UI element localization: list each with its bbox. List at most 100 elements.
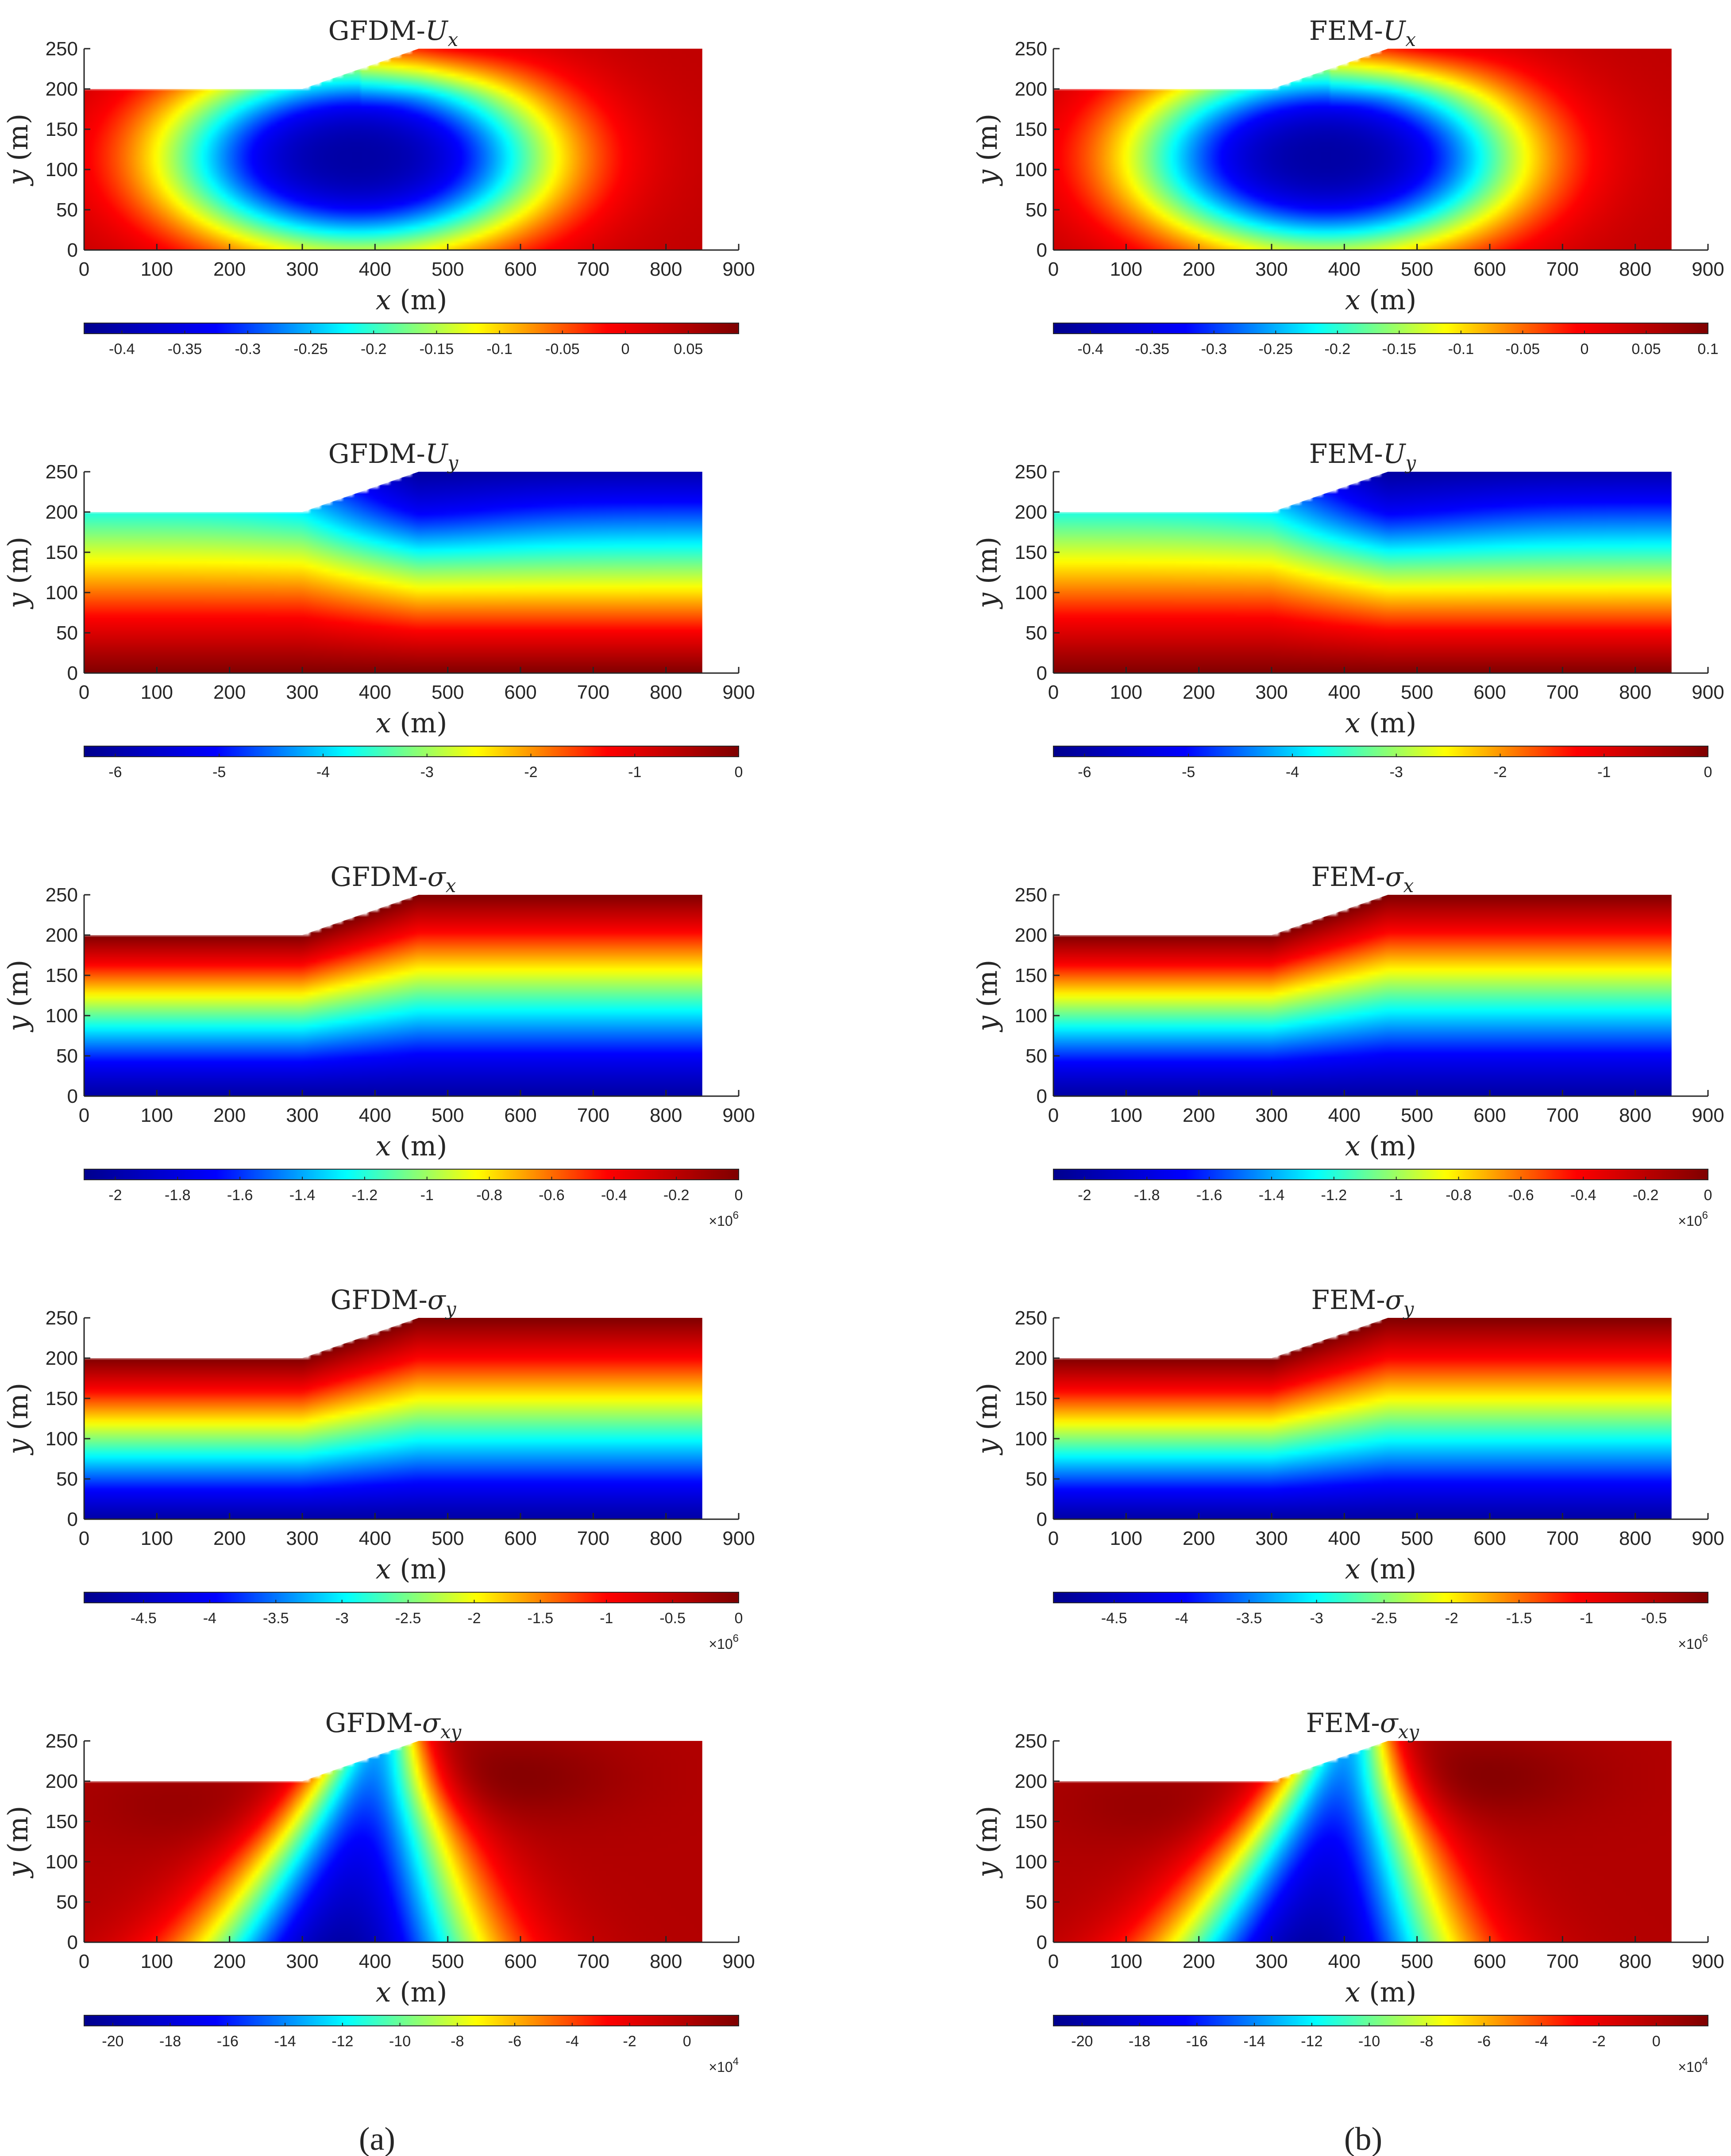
y-tick-label: 150 (46, 119, 78, 140)
y-tick-label: 100 (46, 159, 78, 181)
colorbar-tick-label: -1.8 (165, 1187, 191, 1204)
x-tick-label: 800 (650, 681, 682, 703)
x-tick-label: 300 (286, 1528, 318, 1549)
colorbar-tick-label: -0.25 (293, 341, 328, 358)
y-tick-label: 50 (56, 1045, 78, 1067)
x-tick-label: 200 (1183, 1105, 1215, 1126)
x-tick-label: 500 (432, 681, 464, 703)
colorbar (1053, 323, 1708, 334)
x-tick-label: 100 (141, 1951, 173, 1972)
x-tick-label: 700 (1546, 258, 1579, 280)
colorbar-tick-label: -0.05 (1506, 341, 1540, 358)
colorbar-tick-label: -0.8 (476, 1187, 502, 1204)
colorbar-tick-label: -3 (1310, 1610, 1323, 1627)
x-tick-label: 600 (1473, 1528, 1506, 1549)
y-tick-label: 100 (46, 582, 78, 604)
x-tick-label: 0 (1048, 1105, 1059, 1126)
colorbar-frame (84, 323, 739, 334)
colorbar-tick-label: -0.1 (486, 341, 513, 358)
x-tick-label: 400 (359, 1105, 391, 1126)
colorbar-frame (84, 2015, 739, 2026)
y-tick-label: 200 (46, 1771, 78, 1792)
colorbar-tick-label: -2 (1493, 764, 1507, 781)
y-tick-label: 0 (1037, 1086, 1047, 1107)
x-tick-label: 600 (504, 258, 536, 280)
colorbar-tick-label: -12 (332, 2033, 353, 2050)
chart-title: FEM-Uy (1309, 439, 1417, 474)
x-tick-label: 200 (1183, 1951, 1215, 1972)
colorbar-tick-label: -4.5 (131, 1610, 157, 1627)
colorbar-tick-label: -2 (1592, 2033, 1605, 2050)
y-tick-label: 50 (1025, 1045, 1047, 1067)
colorbar-tick-label: 0 (1652, 2033, 1661, 2050)
x-tick-label: 900 (722, 1105, 755, 1126)
x-tick-label: 0 (1048, 1528, 1059, 1549)
y-tick-label: 100 (1015, 582, 1047, 604)
x-tick-label: 0 (79, 1951, 89, 1972)
x-tick-label: 0 (79, 681, 89, 703)
colorbar (84, 746, 739, 757)
heatmap-field (1053, 472, 1672, 673)
x-tick-label: 100 (1110, 258, 1142, 280)
y-tick-label: 50 (56, 1891, 78, 1913)
x-tick-label: 100 (141, 1105, 173, 1126)
colorbar-tick-label: -8 (451, 2033, 464, 2050)
x-tick-label: 700 (1546, 1951, 1579, 1972)
y-tick-label: 250 (1015, 884, 1047, 906)
x-axis-label: x (m) (1345, 1130, 1417, 1162)
x-tick-label: 300 (1255, 1528, 1288, 1549)
colorbar-tick-label: -0.35 (168, 341, 202, 358)
colorbar-tick-label: -0.25 (1259, 341, 1293, 358)
x-tick-label: 100 (141, 1528, 173, 1549)
x-tick-label: 800 (650, 1105, 682, 1126)
x-tick-label: 700 (1546, 1105, 1579, 1126)
colorbar-exponent: ×106 (1678, 1632, 1708, 1652)
y-tick-label: 250 (1015, 461, 1047, 483)
y-axis-label: y (m) (2, 1383, 34, 1456)
colorbar-tick-label: -1.4 (289, 1187, 316, 1204)
panel-label-a: (a) (359, 2121, 395, 2156)
colorbar-tick-label: -1 (420, 1187, 434, 1204)
x-tick-label: 600 (504, 1528, 536, 1549)
x-tick-label: 200 (213, 1105, 246, 1126)
y-tick-label: 200 (1015, 924, 1047, 946)
colorbar-tick-label: -0.15 (1382, 341, 1417, 358)
x-tick-label: 600 (504, 681, 536, 703)
y-tick-label: 100 (1015, 1005, 1047, 1027)
colorbar-tick-label: -0.5 (659, 1610, 686, 1627)
y-tick-label: 0 (1037, 239, 1047, 261)
x-tick-label: 100 (1110, 1951, 1142, 1972)
x-tick-label: 300 (286, 681, 318, 703)
chart-b-Uy: 0 100 200 300 400 500 600 700 800 900 0 50 100 150 200… (971, 439, 1724, 781)
x-tick-label: 100 (141, 258, 173, 280)
colorbar-tick-label: -0.2 (361, 341, 387, 358)
x-tick-label: 800 (650, 1528, 682, 1549)
x-tick-label: 900 (1692, 1951, 1724, 1972)
x-tick-label: 600 (504, 1105, 536, 1126)
x-tick-label: 900 (722, 1528, 755, 1549)
y-axis-label: y (m) (2, 537, 34, 610)
y-tick-label: 50 (1025, 622, 1047, 644)
x-tick-label: 200 (213, 1528, 246, 1549)
chart-a-sx: 0 100 200 300 400 500 600 700 800 900 0 50 100 150 200… (2, 862, 755, 1229)
colorbar-exponent: ×106 (1678, 1209, 1708, 1229)
x-tick-label: 100 (141, 681, 173, 703)
x-tick-label: 400 (359, 1951, 391, 1972)
colorbar-tick-label: -6 (508, 2033, 521, 2050)
y-tick-label: 100 (46, 1428, 78, 1450)
colorbar-tick-label: -3 (1390, 764, 1403, 781)
y-tick-label: 250 (1015, 38, 1047, 60)
colorbar-tick-label: -4 (566, 2033, 579, 2050)
y-tick-label: 50 (56, 199, 78, 221)
colorbar-tick-label: -2.5 (395, 1610, 421, 1627)
colorbar-tick-label: -1 (1390, 1187, 1403, 1204)
colorbar-tick-label: -2 (108, 1187, 122, 1204)
x-tick-label: 900 (722, 1951, 755, 1972)
colorbar-tick-label: -0.15 (420, 341, 454, 358)
chart-title: FEM-Ux (1309, 15, 1416, 50)
colorbar-tick-label: -1.5 (528, 1610, 554, 1627)
colorbar (84, 1592, 739, 1603)
y-tick-label: 250 (1015, 1730, 1047, 1752)
heatmap-field (1053, 1741, 1672, 1942)
y-axis-label: y (m) (971, 1806, 1003, 1879)
